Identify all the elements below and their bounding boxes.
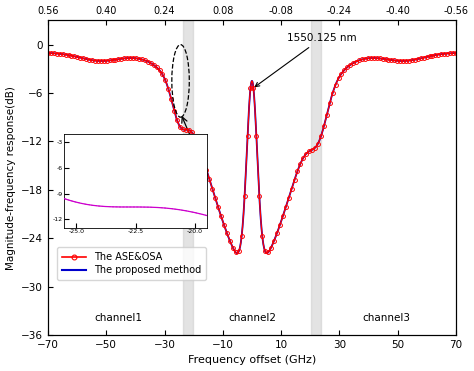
The ASE&OSA [453,51,459,55]
The ASE&OSA [118,56,124,61]
The ASE&OSA [45,51,51,55]
The ASE&OSA [86,58,92,62]
The proposed method [445,51,451,56]
Y-axis label: Magnitude-frequency response(dB): Magnitude-frequency response(dB) [6,86,16,270]
The proposed method [219,217,225,221]
The proposed method [453,51,459,55]
The ASE&OSA [247,86,253,90]
The ASE&OSA [450,51,456,55]
The ASE&OSA [60,52,65,56]
Bar [311,20,321,335]
The proposed method [201,161,207,165]
Line: The proposed method: The proposed method [48,53,456,253]
The proposed method [116,57,121,61]
Bar [183,20,193,335]
X-axis label: Frequency offset (GHz): Frequency offset (GHz) [188,355,316,365]
The proposed method [401,59,407,63]
The proposed method [264,251,270,255]
Text: channel1: channel1 [94,313,142,323]
Text: channel3: channel3 [362,313,410,323]
The proposed method [45,51,51,55]
The proposed method [91,58,97,63]
Text: 1550.125 nm: 1550.125 nm [255,33,356,86]
The ASE&OSA [69,53,74,58]
Legend: The ASE&OSA, The proposed method: The ASE&OSA, The proposed method [57,247,206,280]
The ASE&OSA [265,250,271,255]
Text: channel2: channel2 [228,313,276,323]
Line: The ASE&OSA: The ASE&OSA [46,51,458,255]
